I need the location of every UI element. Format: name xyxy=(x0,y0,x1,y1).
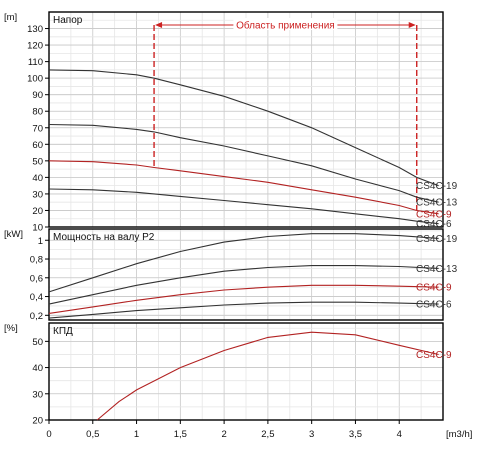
application-range-label: Область применения xyxy=(236,20,335,32)
series-label-cs4c-13: CS4C-13 xyxy=(416,264,458,275)
x-tick-label: 2 xyxy=(221,429,226,440)
panel-title: Напор xyxy=(53,15,83,26)
series-line-cs4c-19 xyxy=(48,233,439,293)
y-axis-unit: [kW] xyxy=(4,229,23,240)
series-line-cs4c-6 xyxy=(48,188,439,225)
series-label-cs4c-9: CS4C-9 xyxy=(416,209,452,220)
x-tick-label: 1 xyxy=(134,429,139,440)
y-tick-label: 40 xyxy=(32,173,43,184)
x-tick-label: 3,5 xyxy=(349,429,362,440)
panel-frame xyxy=(48,11,444,228)
series-label-cs4c-19: CS4C-19 xyxy=(416,234,458,245)
y-tick-label: 0,6 xyxy=(30,273,43,284)
series-label-cs4c-19: CS4C-19 xyxy=(416,181,458,192)
y-tick-label: 50 xyxy=(32,156,43,167)
series-line-cs4c-6 xyxy=(48,301,439,319)
panel-eff: 20 30 40 50 [%] КПД CS4C-9 0 0,5 1 1,5 2 2,5 3 3,5 4 [m3… xyxy=(4,322,472,440)
y-tick-label: 100 xyxy=(27,74,43,85)
series-label-cs4c-6: CS4C-6 xyxy=(416,219,452,230)
y-tick-label: 0,4 xyxy=(30,292,43,303)
series-line-cs4c-9 xyxy=(48,284,439,314)
panel-title: Мощность на валу P2 xyxy=(53,232,155,243)
y-tick-label: 0,2 xyxy=(30,311,43,322)
y-tick-label: 80 xyxy=(32,107,43,118)
x-tick-label: 0 xyxy=(46,429,51,440)
y-tick-label: 20 xyxy=(32,416,43,427)
panel-head: 10 20 30 40 50 60 70 80 90 100 110 120 130 [m] Напор Об… xyxy=(4,11,458,234)
arrow-right-icon xyxy=(408,22,416,28)
series-label-cs4c-9: CS4C-9 xyxy=(416,283,452,294)
x-tick-label: 0,5 xyxy=(86,429,99,440)
x-tick-label: 3 xyxy=(309,429,314,440)
series-line-cs4c-13 xyxy=(48,123,439,203)
panel-frame xyxy=(48,228,444,321)
y-tick-label: 90 xyxy=(32,90,43,101)
y-tick-label: 30 xyxy=(32,389,43,400)
panel-title: КПД xyxy=(53,326,73,337)
series-label-cs4c-13: CS4C-13 xyxy=(416,198,458,209)
x-tick-label: 4 xyxy=(397,429,402,440)
y-tick-label: 110 xyxy=(28,57,43,68)
y-tick-label: 130 xyxy=(27,24,43,35)
x-tick-label: 2,5 xyxy=(261,429,274,440)
y-tick-label: 50 xyxy=(32,337,43,348)
series-line-cs4c-19 xyxy=(48,69,439,187)
x-axis-unit: [m3/h] xyxy=(446,429,472,440)
y-tick-label: 0,8 xyxy=(30,255,43,266)
panel-frame xyxy=(48,322,444,421)
y-tick-label: 70 xyxy=(32,123,43,134)
application-range-label-bg xyxy=(233,18,338,30)
y-axis-unit: [m] xyxy=(4,12,17,23)
series-line-cs4c-9 xyxy=(96,331,439,421)
y-tick-label: 40 xyxy=(32,363,43,374)
arrow-left-icon xyxy=(155,22,163,28)
y-tick-label: 120 xyxy=(27,41,43,52)
y-tick-label: 1 xyxy=(38,236,43,247)
y-tick-label: 30 xyxy=(32,189,43,200)
panel-power: 0,2 0,4 0,6 0,8 1 [kW] Мощность на валу P2 CS4C… xyxy=(4,228,458,322)
x-tick-label: 1,5 xyxy=(174,429,187,440)
y-tick-label: 60 xyxy=(32,140,43,151)
series-label-cs4c-9: CS4C-9 xyxy=(416,350,452,361)
series-label-cs4c-6: CS4C-6 xyxy=(416,300,452,311)
series-line-cs4c-9 xyxy=(48,160,439,215)
y-axis-unit: [%] xyxy=(4,323,18,334)
y-tick-label: 10 xyxy=(32,223,43,234)
y-tick-label: 20 xyxy=(32,206,43,217)
series-line-cs4c-13 xyxy=(48,265,439,305)
